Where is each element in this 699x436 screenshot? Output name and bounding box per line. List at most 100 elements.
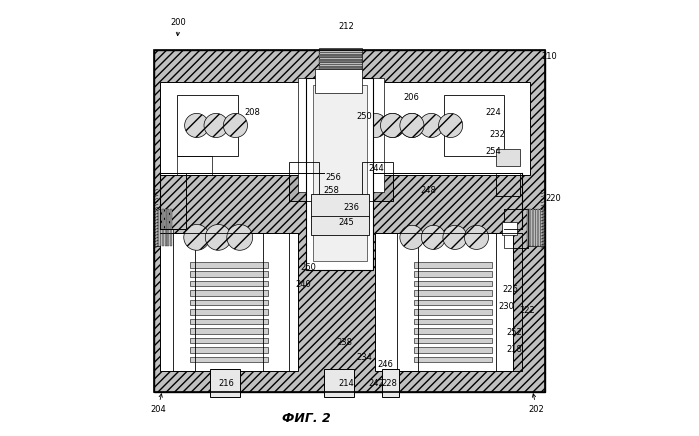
Circle shape	[464, 225, 489, 249]
Bar	[313, 85, 367, 261]
Bar	[264, 233, 289, 371]
Bar	[319, 64, 362, 65]
Bar	[190, 347, 268, 353]
Bar	[154, 209, 173, 246]
Bar	[154, 209, 157, 246]
Bar	[178, 95, 238, 156]
Bar	[190, 337, 268, 343]
Text: 240: 240	[296, 280, 312, 289]
Bar	[190, 328, 268, 334]
Text: 234: 234	[356, 354, 372, 362]
Bar	[542, 209, 544, 246]
Bar	[159, 209, 161, 246]
Bar	[505, 209, 528, 248]
Text: 254: 254	[485, 147, 501, 156]
Bar	[414, 357, 491, 362]
Bar	[154, 50, 545, 392]
Bar	[540, 209, 542, 246]
Text: 258: 258	[324, 186, 340, 194]
Bar	[324, 369, 354, 397]
Bar	[414, 309, 491, 315]
Bar	[168, 209, 169, 246]
Circle shape	[400, 225, 424, 249]
Bar	[178, 95, 238, 156]
Bar	[319, 59, 362, 60]
Text: 226: 226	[503, 285, 518, 293]
Circle shape	[185, 113, 209, 137]
Text: 230: 230	[498, 302, 514, 311]
Bar	[311, 194, 369, 218]
Text: 238: 238	[337, 338, 352, 347]
Bar	[319, 62, 362, 64]
Text: 232: 232	[489, 129, 505, 139]
Text: 228: 228	[382, 379, 398, 388]
Bar	[496, 233, 521, 371]
Bar	[319, 48, 362, 72]
Text: 260: 260	[300, 263, 316, 272]
Bar	[382, 369, 399, 397]
Circle shape	[206, 225, 231, 250]
Bar	[527, 209, 528, 246]
Text: 245: 245	[339, 218, 354, 227]
Text: 244: 244	[369, 164, 384, 173]
Bar	[190, 319, 268, 324]
Circle shape	[419, 113, 443, 137]
Bar	[319, 52, 362, 53]
Bar	[537, 209, 539, 246]
Text: 210: 210	[541, 52, 557, 61]
Text: 246: 246	[377, 360, 394, 369]
Bar	[154, 50, 545, 392]
Bar	[319, 55, 362, 57]
Bar	[496, 173, 519, 197]
Circle shape	[400, 113, 424, 137]
Bar	[414, 300, 491, 305]
Bar	[414, 271, 491, 277]
Text: 220: 220	[545, 194, 561, 203]
Bar	[315, 69, 362, 93]
Bar	[496, 233, 521, 371]
Text: 202: 202	[529, 394, 545, 414]
Text: 248: 248	[421, 186, 436, 194]
Bar	[362, 162, 393, 201]
Bar	[190, 290, 268, 296]
Circle shape	[363, 113, 387, 137]
Bar	[160, 233, 298, 371]
Circle shape	[400, 113, 424, 137]
Bar	[306, 78, 373, 269]
Bar	[178, 156, 212, 175]
Bar	[319, 57, 362, 58]
Bar	[397, 233, 419, 371]
Circle shape	[224, 113, 247, 137]
Bar	[190, 300, 268, 305]
Text: 256: 256	[326, 173, 342, 182]
Text: ФИГ. 2: ФИГ. 2	[282, 412, 331, 425]
Bar	[414, 281, 491, 286]
Text: 212: 212	[339, 22, 354, 31]
Circle shape	[380, 113, 405, 137]
Bar	[414, 262, 491, 268]
Bar	[319, 50, 362, 51]
Bar	[444, 95, 505, 156]
Bar	[375, 233, 513, 371]
Bar	[414, 347, 491, 353]
Circle shape	[226, 225, 252, 250]
Bar	[178, 156, 212, 175]
Circle shape	[421, 225, 445, 249]
Bar	[289, 162, 319, 201]
Bar	[319, 67, 362, 68]
Bar	[367, 82, 531, 175]
Bar	[160, 82, 324, 175]
Circle shape	[204, 113, 228, 137]
Bar	[505, 209, 528, 248]
Circle shape	[380, 113, 405, 137]
Text: 208: 208	[244, 108, 260, 117]
Bar	[162, 209, 164, 246]
Circle shape	[184, 225, 210, 250]
Bar	[319, 66, 362, 67]
Bar	[190, 309, 268, 315]
Bar	[289, 162, 319, 201]
Text: 206: 206	[403, 93, 419, 102]
Bar	[157, 209, 159, 246]
Bar	[529, 209, 531, 246]
Bar	[444, 95, 505, 156]
